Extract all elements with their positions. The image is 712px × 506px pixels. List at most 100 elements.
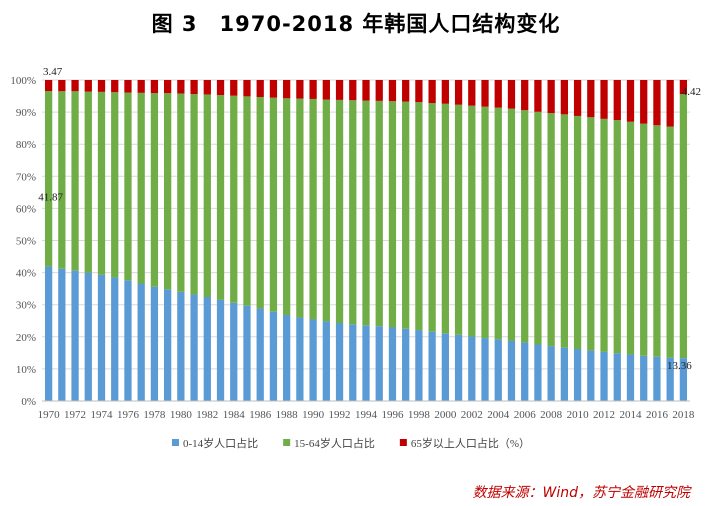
bar-2012-s1 [600, 118, 608, 352]
bar-1994-s1 [362, 100, 370, 326]
bar-2011-s0 [587, 350, 595, 401]
bar-2007-s2 [534, 80, 542, 112]
bar-1997-s0 [402, 328, 410, 401]
x-tick-label: 1982 [196, 409, 218, 421]
legend-label-1: 15-64岁人口占比 [294, 436, 375, 450]
bar-1979-s1 [163, 93, 172, 290]
bar-2003-s2 [481, 80, 489, 107]
bar-1990-s2 [309, 80, 317, 99]
y-tick-label: 100% [10, 75, 36, 87]
bar-1970-s1 [44, 91, 53, 267]
bar-2008-s1 [547, 113, 555, 347]
bar-1992-s0 [335, 322, 344, 401]
bar-2004-s0 [494, 339, 502, 401]
x-tick-label: 1986 [249, 409, 272, 421]
x-tick-label: 1970 [38, 409, 61, 421]
bar-1973-s0 [84, 272, 92, 401]
bar-2018-s1 [679, 94, 688, 359]
bar-1993-s1 [349, 100, 357, 325]
bar-1988-s0 [283, 314, 291, 401]
y-tick-label: 90% [16, 107, 36, 119]
y-tick-label: 0% [21, 396, 36, 408]
bar-1980-s2 [177, 80, 185, 94]
bar-2017-s1 [666, 126, 674, 358]
bar-2017-s0 [666, 357, 674, 401]
bar-layer [44, 80, 688, 401]
bar-2013-s0 [613, 353, 621, 401]
bar-2007-s1 [534, 111, 542, 345]
bar-1977-s1 [137, 92, 145, 284]
bar-2000-s1 [441, 103, 449, 334]
bar-2014-s1 [626, 121, 635, 355]
bar-2014-s2 [626, 80, 635, 122]
bar-2005-s2 [507, 80, 516, 109]
legend-swatch-0 [172, 439, 179, 446]
bar-1984-s1 [230, 95, 238, 303]
legend-swatch-2 [399, 439, 407, 446]
bar-2002-s1 [468, 105, 476, 337]
bar-2016-s2 [653, 80, 661, 126]
bar-1982-s2 [203, 80, 211, 95]
bar-2002-s0 [468, 336, 476, 401]
bar-1987-s0 [269, 311, 278, 401]
bar-2014-s0 [626, 354, 635, 401]
y-tick-label: 30% [16, 300, 36, 312]
bar-2012-s2 [600, 80, 608, 119]
bar-2013-s1 [613, 120, 621, 354]
bar-1990-s0 [309, 319, 317, 401]
source-note: 数据来源：Wind，苏宁金融研究院 [472, 485, 691, 501]
bar-1993-s2 [349, 80, 357, 101]
bar-2006-s1 [521, 110, 529, 343]
bar-1974-s1 [97, 91, 106, 275]
bar-2016-s0 [653, 356, 661, 401]
bar-2008-s0 [547, 346, 555, 401]
bar-2015-s0 [640, 355, 648, 401]
y-tick-label: 10% [16, 364, 36, 376]
bar-1988-s1 [283, 98, 291, 315]
bar-1995-s1 [375, 100, 383, 327]
bar-1971-s0 [58, 268, 66, 401]
legend: 0-14岁人口占比 15-64岁人口占比 65岁以上人口占比（%） [172, 436, 530, 450]
bar-1994-s2 [362, 80, 370, 101]
bar-1979-s2 [163, 80, 172, 94]
bar-1991-s0 [322, 321, 330, 401]
bar-1987-s1 [269, 97, 278, 312]
bar-1991-s2 [322, 80, 330, 100]
x-tick-label: 1994 [355, 409, 378, 421]
x-tick-label: 1976 [117, 409, 140, 421]
x-tick-label: 1990 [302, 409, 325, 421]
bar-1980-s1 [177, 93, 185, 292]
bar-1994-s0 [362, 325, 370, 401]
bar-2010-s1 [573, 115, 582, 349]
y-tick-label: 60% [16, 203, 36, 215]
bar-1986-s0 [256, 308, 264, 401]
bar-1985-s1 [243, 96, 251, 306]
bar-1970-s0 [44, 266, 53, 401]
bar-1976-s2 [124, 80, 132, 93]
axes: 0%10%20%30%40%50%60%70%80%90%100%1970 197… [10, 75, 695, 421]
bar-1992-s1 [335, 99, 344, 323]
chart-title: 图 3 1970-2018 年韩国人口结构变化 [151, 12, 561, 36]
bar-1973-s1 [84, 91, 92, 273]
bar-1995-s2 [375, 80, 383, 101]
legend-label-0: 0-14岁人口占比 [183, 436, 258, 450]
bar-1981-s1 [190, 94, 198, 295]
bar-2015-s1 [640, 123, 648, 356]
bar-2001-s0 [454, 334, 463, 401]
x-tick-label: 2002 [461, 409, 483, 421]
bar-1985-s2 [243, 80, 251, 97]
legend-label-2: 65岁以上人口占比（%） [411, 436, 530, 450]
x-tick-label: 2006 [514, 409, 537, 421]
bar-2010-s2 [573, 80, 582, 116]
x-tick-label: 2012 [593, 409, 615, 421]
bar-2017-s2 [666, 80, 674, 127]
bar-2009-s2 [560, 80, 569, 115]
data-label: 41.87 [38, 192, 63, 204]
bar-1986-s2 [256, 80, 264, 98]
x-tick-label: 1980 [170, 409, 193, 421]
bar-1983-s1 [216, 95, 225, 300]
bar-1976-s0 [124, 280, 132, 401]
bar-2010-s0 [573, 348, 582, 401]
bar-1984-s0 [230, 302, 238, 401]
bar-1990-s1 [309, 98, 317, 320]
